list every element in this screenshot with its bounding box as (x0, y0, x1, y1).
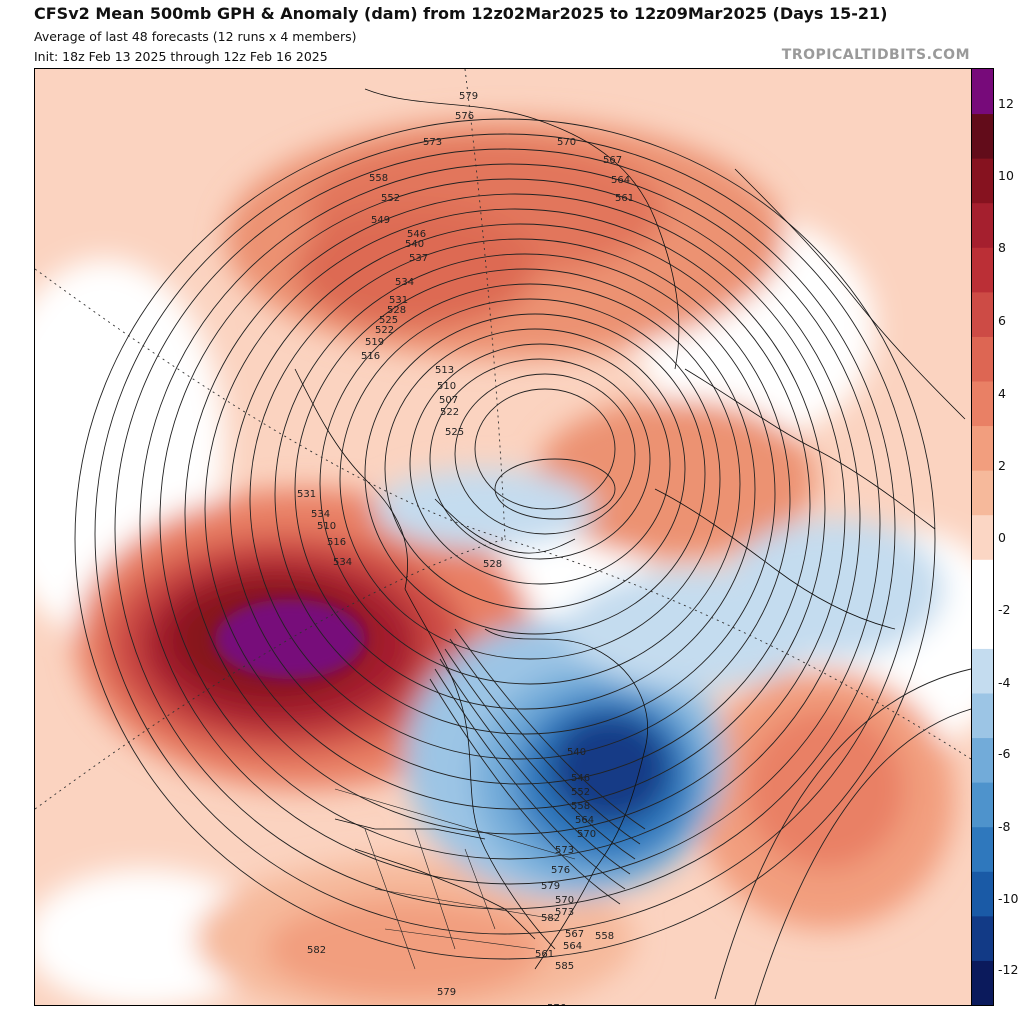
colorbar-segment (972, 871, 993, 917)
contour-label: 561 (535, 949, 555, 960)
colorbar-segment (972, 291, 993, 337)
colorbar-segment (972, 737, 993, 783)
colorbar-segment (972, 826, 993, 872)
colorbar-segment (972, 782, 993, 828)
contour-label: 579 (541, 881, 561, 892)
colorbar-segment (972, 470, 993, 516)
page-title: CFSv2 Mean 500mb GPH & Anomaly (dam) fro… (34, 4, 888, 23)
colorbar-label: -4 (998, 675, 1011, 690)
contour-label: 567 (603, 155, 623, 166)
contour-label: 582 (541, 913, 561, 924)
contour-label: 564 (575, 815, 595, 826)
contour-label: 576 (547, 1003, 566, 1005)
colorbar-label: -12 (998, 962, 1019, 977)
colorbar-label: 0 (998, 530, 1006, 545)
contour-label: 570 (557, 137, 577, 148)
contour-label: 567 (565, 929, 585, 940)
colorbar-label: 8 (998, 240, 1006, 255)
init-line: Init: 18z Feb 13 2025 through 12z Feb 16… (34, 49, 328, 64)
contour-label: 564 (611, 175, 631, 186)
colorbar-segment (972, 648, 993, 694)
contour-label: 534 (311, 509, 331, 520)
contour-label: 507 (439, 395, 459, 406)
anomaly-shading (35, 119, 971, 1005)
contour-label: 573 (555, 907, 575, 918)
colorbar-segment (972, 425, 993, 471)
contour-label: 552 (381, 193, 401, 204)
contour-label: 525 (379, 315, 399, 326)
colorbar-label: -10 (998, 891, 1019, 906)
colorbar-label: 12 (998, 96, 1014, 111)
contour-label: 516 (327, 537, 347, 548)
contour-label: 579 (459, 91, 479, 102)
contour-label: 528 (483, 559, 503, 570)
contour-label: 516 (361, 351, 381, 362)
contour-label: 522 (440, 407, 460, 418)
contour-label: 513 (435, 365, 455, 376)
colorbar-segment (972, 158, 993, 204)
colorbar-label: -2 (998, 602, 1011, 617)
contour-label: 585 (555, 961, 575, 972)
contour-label: 573 (555, 845, 575, 856)
contour-label: 561 (615, 193, 635, 204)
contour-label: 564 (563, 941, 583, 952)
contour-label: 549 (371, 215, 391, 226)
colorbar-svg (972, 69, 993, 1006)
colorbar-label: -8 (998, 819, 1011, 834)
contour-label: 519 (365, 337, 385, 348)
contour-label: 534 (395, 277, 415, 288)
height-contours (35, 69, 971, 1005)
contour-label: 531 (297, 489, 317, 500)
colorbar-label: 6 (998, 313, 1006, 328)
contour-label: 579 (437, 987, 457, 998)
anomaly-map: 579 576 573 570 567 564 561 558 552 549 546 540 537 5… (34, 68, 972, 1006)
contour-label: 582 (307, 945, 327, 956)
colorbar-segment (972, 603, 993, 649)
colorbar-segment (972, 381, 993, 427)
colorbar-label: 2 (998, 458, 1006, 473)
contour-label: 510 (437, 381, 457, 392)
borders (334, 788, 576, 970)
contour-label: 546 (571, 773, 591, 784)
contour-label: 552 (571, 787, 591, 798)
colorbar-segment (972, 559, 993, 605)
colorbar-segment (972, 693, 993, 739)
colorbar-segment (972, 247, 993, 293)
colorbar-label: 4 (998, 386, 1006, 401)
contour-label: 510 (317, 521, 337, 532)
colorbar (971, 68, 994, 1006)
contour-label: 540 (567, 747, 587, 758)
contour-label: 522 (375, 325, 395, 336)
colorbar-label: 10 (998, 168, 1014, 183)
brand-watermark: TROPICALTIDBITS.COM (781, 47, 970, 63)
colorbar-segment (972, 336, 993, 382)
colorbar-segment (972, 113, 993, 159)
contour-label: 558 (595, 931, 615, 942)
contour-label: 540 (405, 239, 425, 250)
contour-label: 534 (333, 557, 353, 568)
colorbar-segment (972, 514, 993, 560)
contour-label: 531 (389, 295, 409, 306)
contour-label: 570 (577, 829, 597, 840)
contour-label: 558 (369, 173, 389, 184)
coastlines (294, 88, 966, 970)
contour-label: 546 (407, 229, 427, 240)
colorbar-segment (972, 960, 993, 1006)
colorbar-segment (972, 915, 993, 961)
contour-label: 576 (551, 865, 571, 876)
colorbar-segment (972, 69, 993, 115)
contour-label: 573 (423, 137, 443, 148)
contour-label: 570 (555, 895, 575, 906)
contour-label: 576 (455, 111, 475, 122)
subtitle: Average of last 48 forecasts (12 runs x … (34, 29, 357, 44)
contour-label: 528 (387, 305, 407, 316)
contour-label: 525 (445, 427, 465, 438)
colorbar-label: -6 (998, 746, 1011, 761)
contour-label: 537 (409, 253, 429, 264)
map-svg (35, 69, 971, 1005)
contour-label: 558 (571, 801, 591, 812)
colorbar-segment (972, 202, 993, 248)
